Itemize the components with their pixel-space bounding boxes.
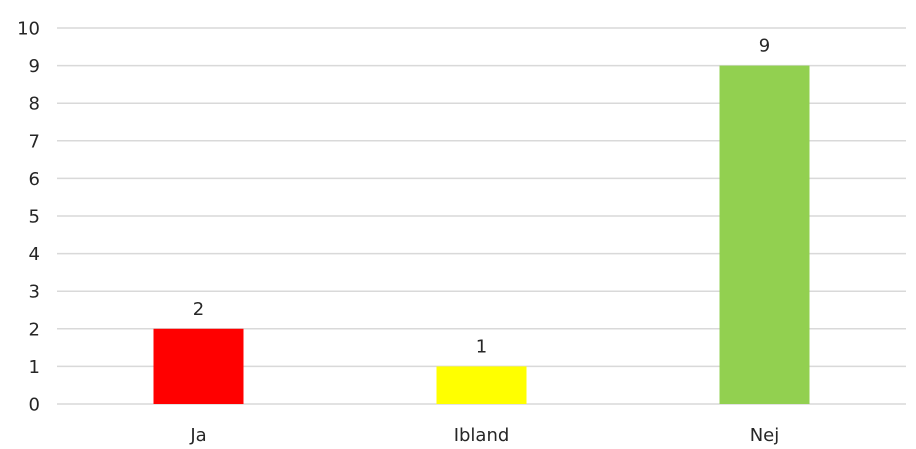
y-tick-label-1: 1 bbox=[29, 357, 40, 378]
y-tick-label-9: 9 bbox=[29, 56, 40, 77]
y-tick-label-3: 3 bbox=[29, 282, 40, 303]
y-tick-label-8: 8 bbox=[29, 94, 40, 115]
x-axis-category-labels: Ja Ibland Nej bbox=[189, 425, 780, 446]
bar-ibland bbox=[436, 366, 527, 404]
bar-ja bbox=[153, 328, 244, 404]
y-tick-label-4: 4 bbox=[29, 244, 40, 265]
data-label-nej: 9 bbox=[759, 36, 770, 57]
y-axis-tick-labels: 0 1 2 3 4 5 6 7 8 9 10 bbox=[17, 19, 40, 416]
data-label-ibland: 1 bbox=[476, 336, 487, 357]
data-label-ja: 2 bbox=[193, 299, 204, 320]
category-label-ibland: Ibland bbox=[454, 425, 510, 445]
bar-nej bbox=[719, 65, 810, 404]
bars bbox=[153, 65, 810, 404]
y-tick-label-5: 5 bbox=[29, 207, 40, 228]
category-label-ja: Ja bbox=[189, 425, 206, 445]
y-tick-label-0: 0 bbox=[29, 395, 40, 416]
y-tick-label-7: 7 bbox=[29, 131, 40, 152]
data-labels: 2 1 9 bbox=[193, 36, 770, 358]
y-tick-label-6: 6 bbox=[29, 169, 40, 190]
y-tick-label-10: 10 bbox=[17, 19, 40, 40]
category-label-nej: Nej bbox=[750, 425, 780, 445]
y-tick-label-2: 2 bbox=[29, 319, 40, 340]
